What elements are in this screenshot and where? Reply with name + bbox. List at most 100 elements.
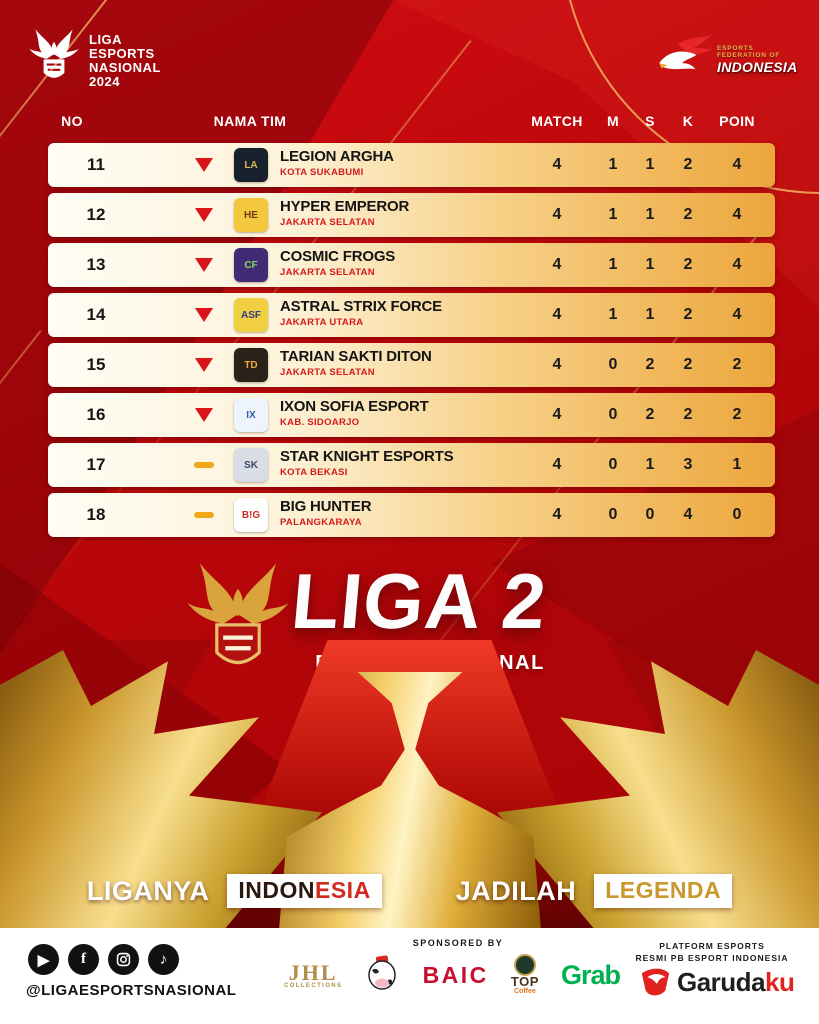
tagline-indonesia-dark: INDON	[238, 877, 315, 903]
league-logo-line: ESPORTS	[89, 46, 155, 61]
stat-poin: 4	[732, 256, 742, 273]
row-rank: 18	[86, 505, 106, 524]
trend-down-icon	[195, 358, 213, 372]
table-row: 12 HE HYPER EMPEROR JAKARTA SELATAN 4 1 …	[48, 193, 775, 237]
stat-menang: 1	[608, 156, 618, 173]
team-logo: SK	[234, 448, 268, 482]
table-row: 16 IX IXON SOFIA ESPORT KAB. SIDOARJO 4 …	[48, 393, 775, 437]
trend-down-icon	[195, 208, 213, 222]
grab-logo: Grab	[560, 960, 621, 990]
stat-match: 4	[552, 456, 562, 473]
platform-line2: RESMI PB ESPORT INDONESIA	[635, 953, 789, 963]
stat-seri: 1	[645, 456, 655, 473]
team-name: HYPER EMPEROR	[280, 198, 410, 215]
column-header-k: K	[682, 113, 694, 129]
trend-flat-icon	[194, 462, 214, 468]
jhl-collections-logo: JHL COLLECTIONS	[284, 961, 343, 989]
stat-kalah: 2	[683, 206, 693, 223]
team-city: PALANGKARAYA	[280, 517, 362, 528]
stat-seri: 2	[645, 356, 655, 373]
stat-poin: 2	[732, 406, 742, 423]
trend-down-icon	[195, 408, 213, 422]
tiktok-icon[interactable]: ♪	[148, 944, 179, 975]
trend-down-icon	[195, 308, 213, 322]
stat-poin: 0	[732, 506, 742, 523]
garudaku-logo: Garudaku	[638, 966, 795, 998]
tagline-word-liganya: LIGANYA	[86, 875, 210, 906]
team-name: LEGION ARGHA	[280, 148, 394, 165]
stat-seri: 2	[645, 406, 655, 423]
stat-match: 4	[552, 206, 562, 223]
federation-label: ESPORTS FEDERATION OF	[717, 45, 780, 59]
team-city: KAB. SIDOARJO	[280, 417, 360, 428]
trophy-artwork	[0, 640, 819, 930]
team-name: TARIAN SAKTI DITON	[280, 348, 432, 365]
stat-seri: 1	[645, 306, 655, 323]
top-coffee-logo: TOP Coffee	[511, 954, 539, 997]
trend-indicator	[182, 143, 226, 187]
stat-menang: 1	[608, 306, 618, 323]
jhl-logo-subtext: COLLECTIONS	[284, 982, 343, 989]
team-name: IXON SOFIA ESPORT	[280, 398, 429, 415]
stat-match: 4	[552, 306, 562, 323]
row-rank: 15	[86, 355, 106, 374]
phoenix-emblem-icon	[29, 29, 79, 78]
trend-down-icon	[195, 258, 213, 272]
column-header-m: M	[606, 113, 620, 129]
row-rank: 17	[86, 455, 106, 474]
facebook-icon[interactable]: f	[68, 944, 99, 975]
stat-menang: 0	[608, 506, 618, 523]
trend-indicator	[182, 393, 226, 437]
stat-match: 4	[552, 356, 562, 373]
stat-seri: 0	[645, 506, 655, 523]
team-logo: ASF	[234, 298, 268, 332]
stat-menang: 1	[608, 256, 618, 273]
team-name: BIG HUNTER	[280, 498, 372, 515]
table-row: 15 TD TARIAN SAKTI DITON JAKARTA SELATAN…	[48, 343, 775, 387]
top-coffee-badge	[513, 954, 536, 976]
stat-kalah: 2	[683, 256, 693, 273]
top-coffee-subtext: Coffee	[513, 988, 536, 995]
team-name: COSMIC FROGS	[280, 248, 396, 265]
stat-poin: 4	[732, 306, 742, 323]
stat-poin: 4	[732, 206, 742, 223]
tagline-box-legenda: LEGENDA	[594, 874, 733, 908]
team-city: JAKARTA UTARA	[280, 317, 364, 328]
team-city: KOTA SUKABUMI	[280, 167, 364, 178]
footer: ▶ f ♪ @LIGAESPORTSNASIONAL SPONSORED BY …	[0, 928, 819, 1024]
stat-poin: 2	[732, 356, 742, 373]
trend-indicator	[182, 493, 226, 537]
stat-menang: 1	[608, 206, 618, 223]
stat-seri: 1	[645, 156, 655, 173]
team-city: JAKARTA SELATAN	[280, 217, 375, 228]
team-logo: TD	[234, 348, 268, 382]
sponsored-by-label: SPONSORED BY	[412, 938, 504, 948]
liga2-phoenix-emblem-icon	[187, 563, 289, 665]
trend-down-icon	[195, 158, 213, 172]
stat-match: 4	[552, 406, 562, 423]
platform-label: PLATFORM ESPORTS RESMI PB ESPORT INDONES…	[612, 940, 812, 964]
stat-poin: 4	[732, 156, 742, 173]
social-icons: ▶ f ♪	[28, 944, 179, 975]
liga2-title: LIGA 2	[288, 557, 551, 645]
youtube-icon[interactable]: ▶	[28, 944, 59, 975]
standings-rows: 11 LA LEGION ARGHA KOTA SUKABUMI 4 1 1 2…	[48, 143, 775, 543]
stat-menang: 0	[608, 456, 618, 473]
stat-seri: 1	[645, 206, 655, 223]
trend-indicator	[182, 193, 226, 237]
table-row: 14 ASF ASTRAL STRIX FORCE JAKARTA UTARA …	[48, 293, 775, 337]
league-logo-line: 2024	[89, 74, 120, 89]
instagram-icon[interactable]	[108, 944, 139, 975]
row-rank: 12	[86, 205, 106, 224]
table-row: 11 LA LEGION ARGHA KOTA SUKABUMI 4 1 1 2…	[48, 143, 775, 187]
team-name: ASTRAL STRIX FORCE	[280, 298, 442, 315]
stat-kalah: 4	[683, 506, 693, 523]
team-logo: B!G	[234, 498, 268, 532]
team-name: STAR KNIGHT ESPORTS	[280, 448, 454, 465]
federation-logo: ESPORTS FEDERATION OF INDONESIA	[651, 34, 803, 86]
social-handle: @LIGAESPORTSNASIONAL	[26, 982, 237, 999]
column-header-team: NAMA TIM	[213, 113, 287, 129]
federation-name: INDONESIA	[717, 59, 798, 75]
trend-indicator	[182, 243, 226, 287]
